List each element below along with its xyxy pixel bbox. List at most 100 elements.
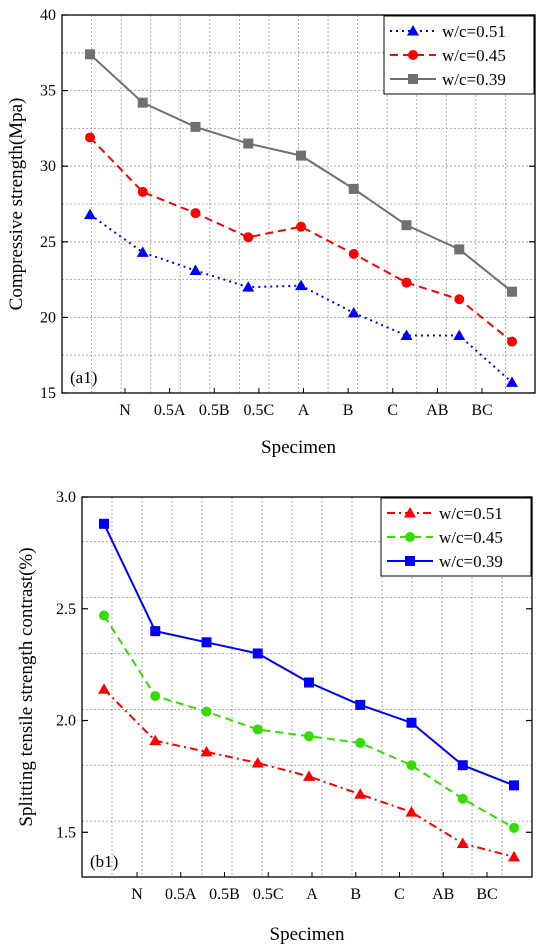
data-point <box>508 850 520 862</box>
series-w/c=0.39 <box>85 49 517 297</box>
legend-label: w/c=0.39 <box>442 70 506 89</box>
data-point <box>405 806 418 817</box>
legend-label: w/c=0.51 <box>442 22 506 41</box>
data-point <box>190 208 201 219</box>
data-point <box>243 232 254 243</box>
x-tick-label: C <box>387 402 398 419</box>
x-tick-label: 0.5A <box>154 402 186 419</box>
panel-label: (a1) <box>70 368 97 387</box>
x-tick-label: AB <box>432 886 454 903</box>
data-point <box>303 770 315 781</box>
series-w/c=0.51 <box>98 683 520 862</box>
y-tick-label: 2.0 <box>56 713 76 730</box>
panel-label: (b1) <box>90 852 118 871</box>
y-tick-label: 20 <box>40 309 56 326</box>
x-tick-label: 0.5A <box>165 886 197 903</box>
x-tick-label: 0.5C <box>253 886 284 903</box>
y-tick-label: 35 <box>40 83 56 100</box>
series-w/c=0.39 <box>99 518 519 791</box>
x-tick-label: 0.5B <box>209 886 240 903</box>
data-point <box>456 837 469 848</box>
legend-marker <box>405 556 415 566</box>
legend: w/c=0.51 w/c=0.45 w/c=0.39 <box>383 15 535 95</box>
data-point <box>137 97 148 108</box>
x-tick-label: BC <box>471 402 492 419</box>
data-point <box>400 329 413 341</box>
x-tick-label: C <box>394 886 405 903</box>
data-point <box>190 121 201 132</box>
data-point <box>401 277 412 288</box>
series-line <box>103 614 515 829</box>
x-tick-label: N <box>131 886 143 903</box>
x-tick-label: B <box>343 402 354 419</box>
data-point <box>507 336 517 347</box>
data-point <box>454 244 465 255</box>
y-axis-label: Splitting tensile strength contrast(%) <box>16 547 37 826</box>
data-point <box>150 690 161 701</box>
data-point <box>242 281 255 292</box>
data-point <box>304 731 314 742</box>
data-point <box>457 793 468 804</box>
data-point <box>98 683 110 694</box>
data-point <box>200 745 213 757</box>
x-tick-label: A <box>306 886 318 903</box>
x-axis-label: Specimen <box>270 924 345 944</box>
x-axis-label: Specimen <box>261 437 336 458</box>
data-point <box>251 757 264 768</box>
legend-label: w/c=0.51 <box>439 504 503 523</box>
plot-frame <box>81 496 533 878</box>
x-tick-label: A <box>298 402 310 419</box>
data-point <box>201 706 212 717</box>
x-tick-label: AB <box>426 402 448 419</box>
y-tick-label: 15 <box>40 385 56 402</box>
data-point <box>295 279 307 291</box>
data-point <box>99 518 109 529</box>
data-point <box>99 610 109 621</box>
data-point <box>84 208 96 220</box>
y-tick-label: 30 <box>40 158 56 175</box>
legend-label: w/c=0.39 <box>439 552 503 571</box>
x-tick-label: 0.5C <box>244 402 275 419</box>
series-line <box>89 136 513 343</box>
series-line <box>103 688 515 858</box>
data-point <box>85 49 95 60</box>
legend: w/c=0.51 w/c=0.45 w/c=0.39 <box>380 497 532 577</box>
data-point <box>201 637 212 648</box>
data-point <box>150 626 161 637</box>
series-w/c=0.51 <box>84 208 518 387</box>
x-tick-label: BC <box>476 886 497 903</box>
legend-marker <box>408 50 418 60</box>
data-point <box>189 264 202 276</box>
data-point <box>137 186 148 197</box>
data-point <box>348 248 359 259</box>
data-point <box>243 138 254 149</box>
legend-marker <box>404 507 416 518</box>
legend-label: w/c=0.45 <box>439 528 503 547</box>
data-point <box>296 221 306 232</box>
data-point <box>507 286 517 297</box>
x-tick-label: B <box>350 886 361 903</box>
data-point <box>506 376 518 387</box>
y-tick-label: 1.5 <box>56 824 76 841</box>
legend-marker <box>405 532 415 542</box>
y-tick-label: 40 <box>40 7 56 24</box>
data-point <box>252 648 263 659</box>
data-point <box>136 246 149 257</box>
chart-panel-2: 1.52.02.53.0N 0.5A 0.5B 0.5C A B C AB BCSpecimen… <box>16 489 533 944</box>
data-point <box>347 306 360 318</box>
legend-label: w/c=0.45 <box>442 46 506 65</box>
data-point <box>406 717 417 728</box>
grid <box>62 15 535 393</box>
series-w/c=0.45 <box>85 132 517 347</box>
grid <box>82 497 532 877</box>
data-point <box>296 150 306 161</box>
data-point <box>354 788 367 799</box>
y-tick-label: 3.0 <box>56 489 76 506</box>
data-point <box>85 132 95 143</box>
plot-frame <box>61 14 536 394</box>
data-point <box>355 737 366 748</box>
data-point <box>509 780 519 791</box>
legend-marker <box>407 25 419 36</box>
